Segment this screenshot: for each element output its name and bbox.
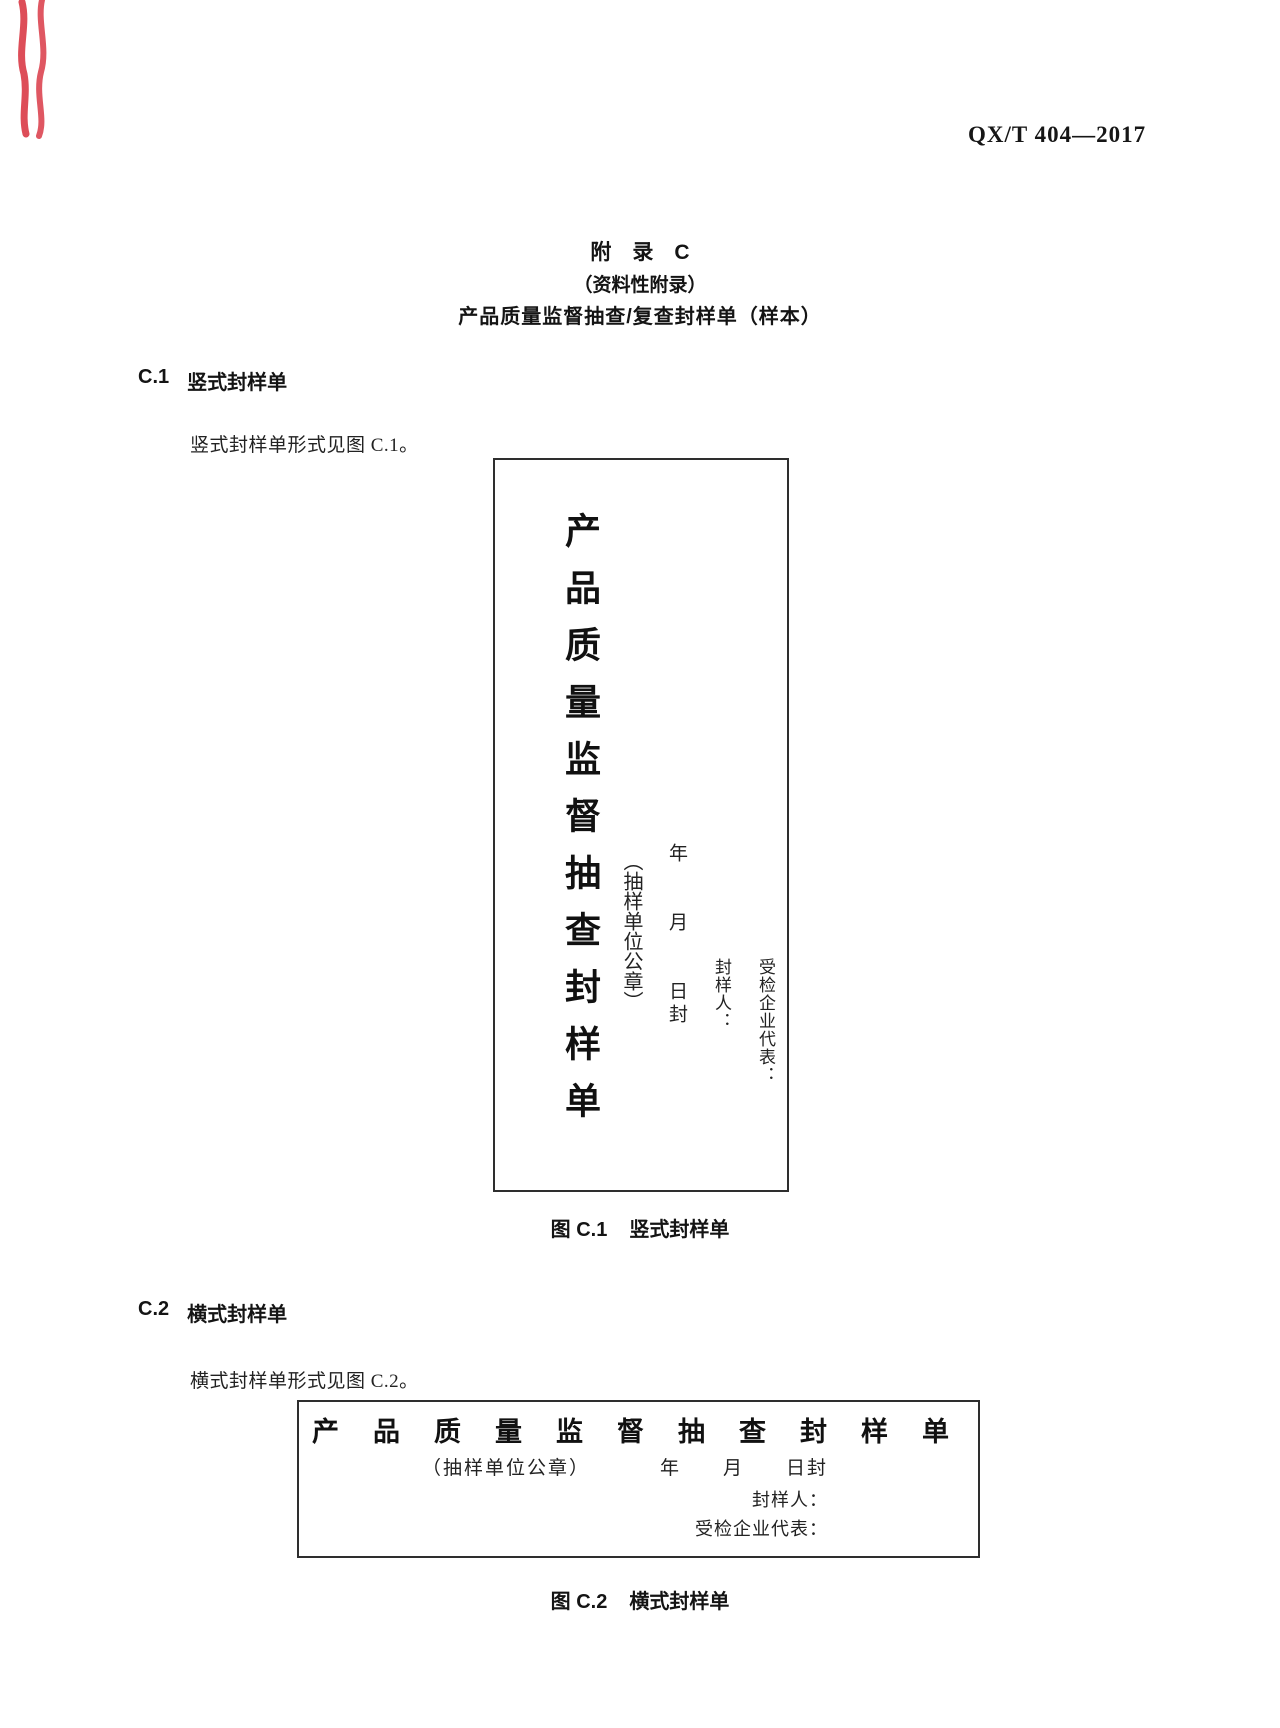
vertical-form-rep-label: 受检企业代表：	[756, 958, 775, 1084]
horizontal-form-seal-date-row: （抽样单位公章） 年 月 日封	[300, 1453, 828, 1480]
section-c1-body: 竖式封样单形式见图 C.1。	[190, 435, 419, 456]
vertical-form-seal-note: （抽样单位公章）	[620, 851, 642, 1011]
section-c1-title: 竖式封样单	[187, 372, 288, 394]
appendix-title: 附 录 C	[590, 241, 690, 264]
appendix-form-title: 产品质量监督抽查/复查封样单（样本）	[458, 306, 822, 328]
horizontal-form-box	[297, 1400, 980, 1558]
vertical-form-title: 产品质量监督抽查封样单	[560, 512, 601, 1139]
figure-c1-caption-number: 图 C.1	[550, 1219, 608, 1241]
horizontal-form-sealer-label: 封样人：	[752, 1490, 828, 1510]
figure-c1-caption: 图 C.1 竖式封样单	[0, 1213, 1280, 1242]
red-scan-artifact	[18, 0, 47, 139]
vertical-form-box	[493, 458, 789, 1192]
horizontal-form-seal-note: （抽样单位公章）	[421, 1458, 590, 1479]
section-c1-heading: C.1 竖式封样单	[138, 366, 287, 395]
figure-c2-caption: 图 C.2 横式封样单	[0, 1585, 1280, 1614]
section-c2-number: C.2	[138, 1298, 170, 1320]
horizontal-form-title: 产品质量监督抽查封样单	[312, 1417, 983, 1447]
section-c2-title: 横式封样单	[187, 1304, 288, 1326]
section-c2-heading: C.2 横式封样单	[138, 1298, 287, 1327]
standard-code-header: QX/T 404—2017	[968, 122, 1147, 147]
appendix-subtitle: （资料性附录）	[573, 275, 707, 296]
section-c1-number: C.1	[138, 366, 170, 388]
horizontal-form-date-line: 年 月 日封	[659, 1458, 828, 1479]
horizontal-form-rep-label: 受检企业代表：	[695, 1519, 828, 1539]
figure-c1-caption-label: 竖式封样单	[629, 1219, 730, 1241]
section-c2-body: 横式封样单形式见图 C.2。	[190, 1371, 419, 1392]
vertical-form-sealer-label: 封样人：	[712, 958, 731, 1030]
figure-c2-caption-label: 横式封样单	[629, 1591, 730, 1613]
vertical-form-date-line: 年 月 日封	[666, 843, 687, 1027]
figure-c2-caption-number: 图 C.2	[550, 1591, 608, 1613]
